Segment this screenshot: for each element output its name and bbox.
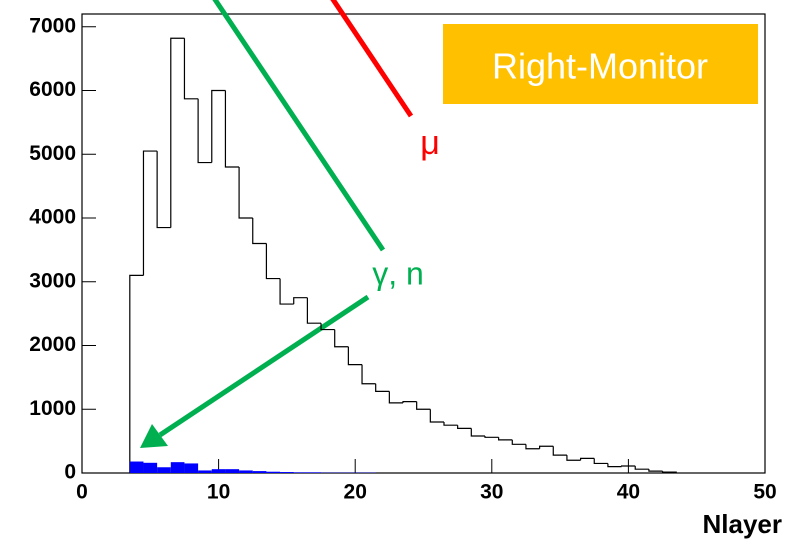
histogram-step [224, 90, 240, 168]
annotation: Right-Monitor [492, 46, 708, 87]
histogram-step [566, 455, 581, 461]
histogram-step [320, 323, 335, 331]
annotation: γ, n [372, 255, 424, 291]
histogram-step [525, 444, 540, 450]
histogram-step [388, 391, 404, 404]
histogram-step [238, 167, 253, 219]
histogram-step [416, 401, 431, 410]
x-tick-label: 40 [617, 481, 640, 504]
histogram-step [661, 471, 677, 473]
histogram-step [211, 89, 226, 163]
x-tick-label: 50 [753, 481, 776, 504]
histogram-step [279, 278, 294, 305]
x-tick-label: 0 [76, 481, 88, 504]
histogram-step [402, 401, 417, 403]
histogram-step [347, 346, 363, 366]
histogram-step [429, 409, 444, 423]
y-tick-label: 7000 [29, 14, 76, 37]
histogram-step [620, 465, 636, 467]
histogram-step [539, 445, 554, 449]
histogram-step [593, 458, 608, 465]
histogram-step [579, 457, 595, 461]
y-tick-label: 4000 [29, 206, 76, 229]
histogram-bar [239, 470, 253, 473]
y-tick-label: 3000 [29, 269, 76, 292]
histogram-bar [252, 471, 267, 473]
arrow-line [212, 0, 386, 252]
histogram-step [484, 436, 499, 438]
histogram-bar [198, 470, 212, 473]
y-tick-label: 5000 [29, 142, 76, 165]
histogram-bar [266, 471, 281, 473]
histogram-bar [184, 463, 199, 473]
histogram-step [252, 218, 267, 245]
histogram-step [648, 469, 663, 472]
arrow-head [140, 424, 168, 448]
histogram-bar [143, 462, 158, 473]
histogram-step [511, 439, 526, 445]
histogram-bar [157, 467, 171, 473]
histogram-step [183, 38, 199, 100]
annotation-box [443, 24, 758, 104]
histogram-step [142, 150, 158, 276]
histogram-step [470, 428, 485, 437]
histogram-step [293, 297, 308, 305]
histogram-bar [170, 462, 185, 473]
histogram-step [634, 465, 649, 470]
histogram-step [170, 37, 185, 228]
histogram-bar [211, 469, 226, 473]
arrow-line [330, 0, 414, 118]
histogram-step [156, 151, 171, 229]
y-tick-label: 2000 [29, 333, 76, 356]
histogram-step [443, 422, 458, 426]
histogram-bar [129, 461, 144, 473]
histogram-step [334, 329, 349, 348]
histogram-bar [293, 472, 308, 473]
histogram-step [306, 297, 322, 324]
arrow-line [158, 294, 370, 438]
x-tick-label: 20 [344, 481, 367, 504]
histogram-bar [225, 469, 240, 473]
plot-frame [81, 13, 766, 474]
y-tick-label: 1000 [29, 397, 76, 420]
annotation: μ [420, 124, 440, 162]
histogram-step [129, 274, 144, 473]
histogram-step [607, 463, 622, 468]
histogram-step [197, 98, 212, 164]
histogram-step [498, 437, 513, 441]
histogram-step [457, 425, 472, 429]
x-tick-label: 30 [480, 481, 503, 504]
x-axis-label: Nlayer [703, 509, 783, 539]
histogram-step [361, 364, 376, 385]
histogram-step [265, 243, 281, 280]
histogram-bar [280, 472, 294, 473]
y-tick-label: 0 [64, 461, 76, 484]
y-tick-label: 6000 [29, 78, 76, 101]
histogram-bar [307, 472, 322, 473]
histogram-step [375, 383, 390, 392]
x-tick-label: 10 [207, 481, 230, 504]
histogram-step [552, 446, 567, 456]
